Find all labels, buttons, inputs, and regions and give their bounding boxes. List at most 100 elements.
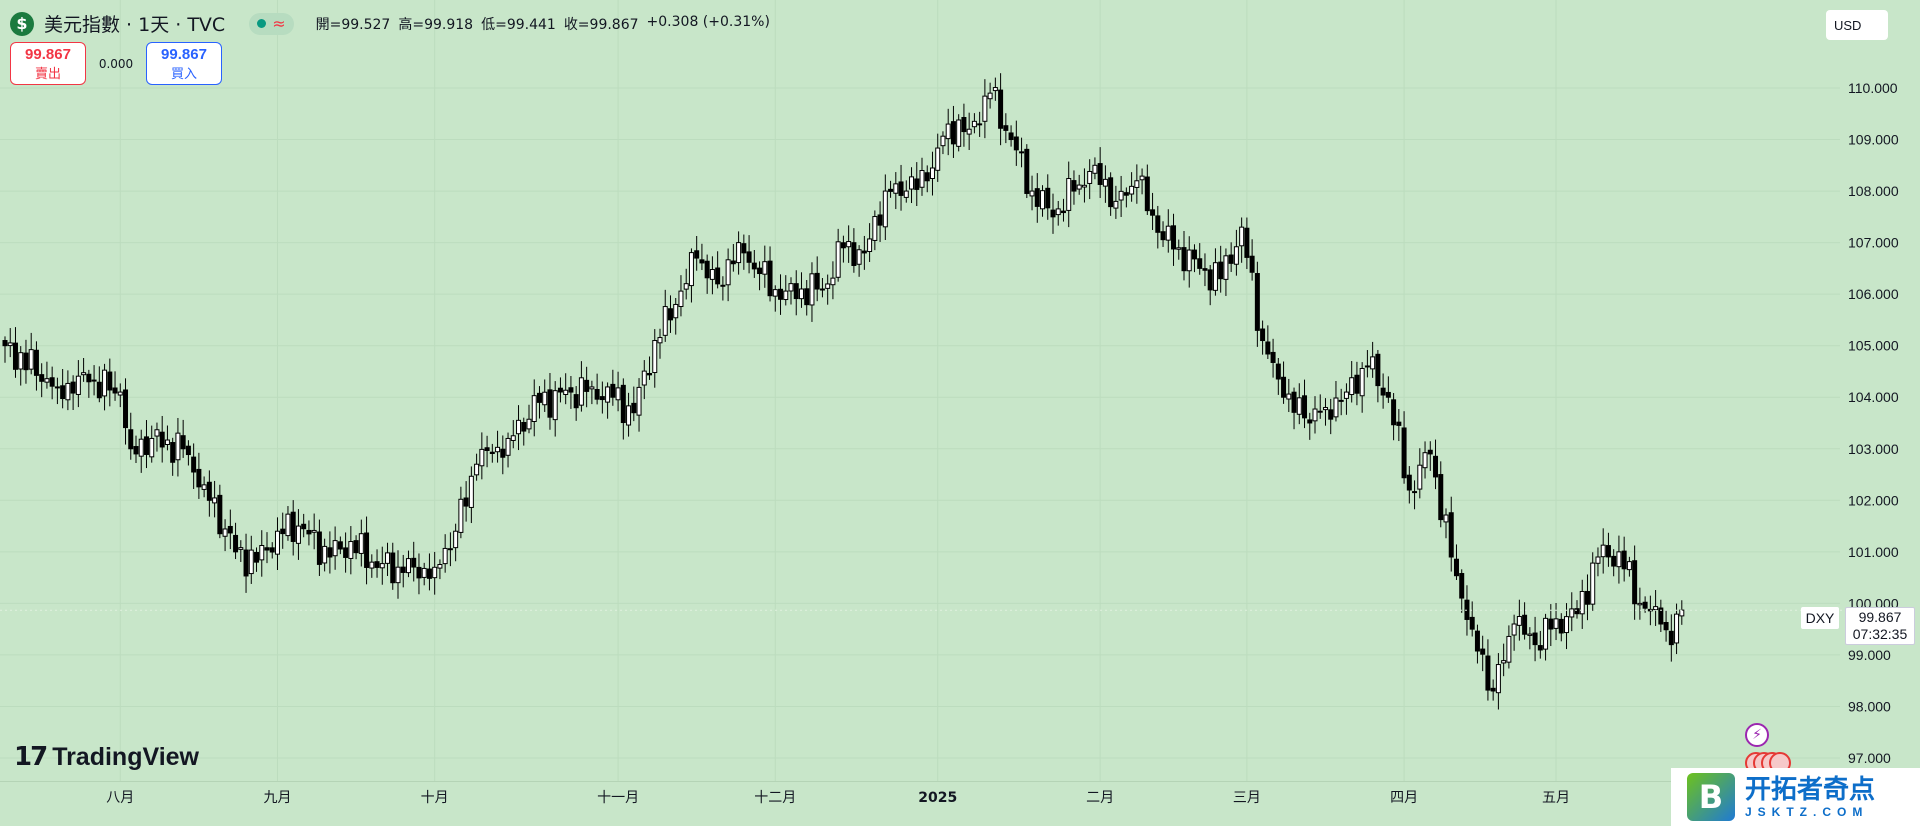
candle-body [1621, 550, 1627, 570]
candle-body [1040, 190, 1046, 210]
currency-selector[interactable]: USD [1826, 10, 1888, 40]
buy-price: 99.867 [161, 45, 207, 63]
sell-button[interactable]: 99.867 賣出 [10, 42, 86, 85]
candle-body [1574, 608, 1580, 615]
candle-body [835, 241, 841, 278]
candle-body [489, 451, 495, 455]
candle-body [1333, 397, 1339, 418]
candle-body [1658, 607, 1664, 625]
chart-area[interactable]: 97.000 98.000 99.000 100.000 101.000 102.000 1… [0, 0, 1920, 781]
candle-body [683, 283, 689, 290]
candle-body [107, 371, 113, 391]
candle-body [332, 540, 338, 557]
candle-body [893, 183, 899, 194]
candle-body [348, 541, 354, 559]
candle-body [1181, 247, 1187, 272]
candle-body [940, 135, 946, 147]
bar-countdown: 07:32:35 [1852, 626, 1908, 642]
time-axis[interactable]: 八月 九月 十月 十一月 十二月 2025 二月 三月 四月 五月 [0, 781, 1920, 826]
candle-body [1338, 399, 1344, 402]
candle-body [18, 352, 24, 370]
candle-body [1616, 551, 1622, 568]
candle-body [180, 435, 186, 450]
tradingview-logo[interactable]: 17 TradingView [14, 742, 199, 772]
candle-body [1055, 208, 1061, 216]
candle-body [1642, 601, 1648, 609]
candle-body [652, 340, 658, 374]
lightning-event-icon[interactable]: ⚡ [1745, 723, 1769, 747]
candle-body [678, 290, 684, 308]
ohlc-change: +0.308 (+0.31%) [646, 13, 770, 30]
candle-body [1632, 560, 1638, 605]
candle-body [589, 386, 595, 390]
candle-body [1155, 215, 1161, 233]
candle-body [819, 288, 825, 291]
site-watermark: B 开拓者奇点 JSKTZ.COM [1671, 768, 1920, 826]
candle-body [1066, 178, 1072, 211]
candle-body [563, 389, 569, 395]
candle-body [1480, 648, 1486, 655]
ohlc-values: 開=99.527 高=99.918 低=99.441 收=99.867 +0.3… [316, 14, 770, 34]
candle-body [1265, 341, 1271, 355]
candle-body [468, 475, 474, 508]
candle-body [647, 372, 653, 376]
candle-body [1254, 273, 1260, 331]
candle-body [39, 374, 45, 382]
candle-body [846, 241, 852, 248]
candle-body [327, 547, 333, 558]
last-price: 99.867 [1858, 609, 1902, 625]
candle-body [1453, 558, 1459, 577]
candle-body [7, 342, 13, 347]
candle-body [70, 381, 76, 394]
candle-body [1584, 590, 1590, 605]
candle-body [861, 250, 867, 254]
x-tick-label: 五月 [1542, 790, 1570, 806]
candle-body [867, 238, 873, 253]
symbol-title[interactable]: 美元指數 · 1天 · TVC [44, 14, 226, 36]
x-tick-label: 十一月 [597, 790, 639, 806]
candle-body [269, 547, 275, 553]
candle-body [1485, 655, 1491, 691]
market-status-pill[interactable]: ≈ [249, 12, 294, 35]
candle-body [280, 528, 286, 535]
candle-body [1600, 544, 1606, 558]
candle-body [1422, 452, 1428, 469]
ohlc-high: 高=99.918 [398, 16, 474, 33]
candle-body [1186, 249, 1192, 272]
candle-body [626, 405, 632, 426]
candle-body [374, 561, 380, 568]
candle-body [1375, 353, 1381, 387]
candle-body [23, 352, 29, 371]
candle-body [28, 349, 34, 370]
candle-body [1527, 633, 1533, 636]
sell-price: 99.867 [25, 45, 71, 63]
symbol-header: $ 美元指數 · 1天 · TVC ≈ 開=99.527 高=99.918 低=… [10, 10, 770, 37]
spread-value: 0.000 [98, 56, 134, 71]
candle-body [971, 120, 977, 128]
candle-body [746, 251, 752, 263]
candle-body [961, 116, 967, 133]
candle-body [12, 342, 18, 370]
candle-body [1569, 608, 1575, 618]
candle-body [809, 273, 815, 306]
candle-body [128, 429, 134, 450]
candle-body [1522, 614, 1528, 635]
candle-body [1396, 421, 1402, 426]
candle-body [542, 391, 548, 406]
candle-body [1275, 363, 1281, 380]
buy-button[interactable]: 99.867 買入 [146, 42, 222, 85]
candle-body [1024, 148, 1030, 194]
candle-body [1417, 464, 1423, 490]
candle-body [657, 337, 663, 344]
candle-body [311, 529, 317, 533]
candle-body [500, 448, 506, 458]
candle-body [825, 283, 831, 289]
candle-body [54, 386, 60, 389]
candle-body [1548, 618, 1554, 630]
price-chart[interactable]: 97.00098.00099.000100.000101.000102.0001… [0, 0, 1920, 781]
candle-body [1433, 455, 1439, 478]
candle-body [426, 568, 432, 579]
candle-body [196, 468, 202, 488]
candle-body [259, 545, 265, 561]
candle-body [1443, 514, 1449, 523]
